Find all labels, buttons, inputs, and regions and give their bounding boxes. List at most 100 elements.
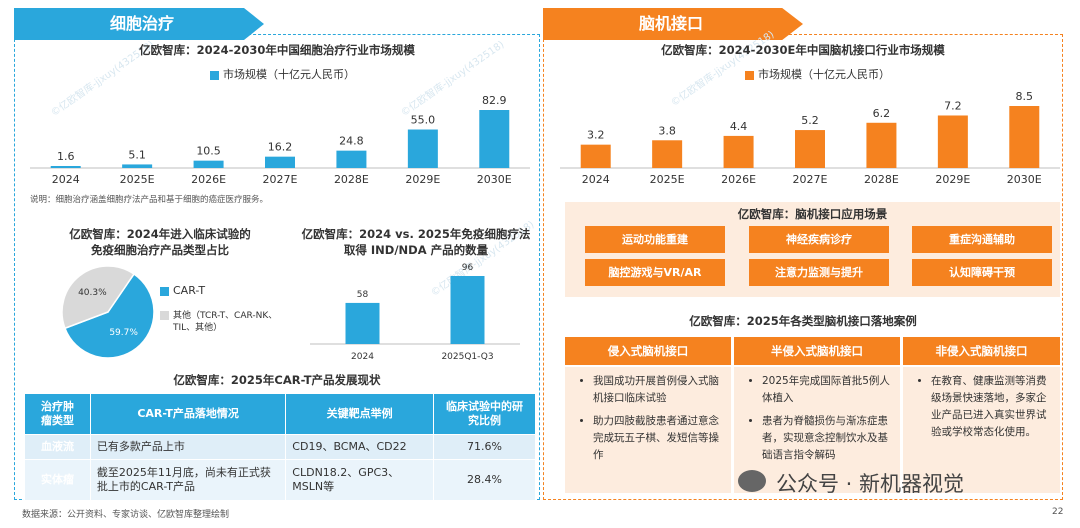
table-header: CAR-T产品落地情况 [89, 393, 287, 435]
wechat-account-label: 公众号 · 新机器视觉 [776, 472, 965, 496]
legend-label: CAR-T [173, 284, 206, 297]
x-tick-label: 2029E [935, 173, 970, 186]
bar [795, 130, 825, 168]
x-tick-label: 2026E [191, 173, 226, 186]
ind-title-line1: 亿欧智库：2024 vs. 2025年免疫细胞疗法 [301, 227, 531, 241]
scenario-item: 认知障碍干预 [912, 259, 1052, 286]
bar-value-label: 8.5 [1016, 90, 1033, 103]
page-number: 22 [1052, 507, 1064, 517]
case-column-semi-invasive: 2025年完成国际首批5例人体植入患者为脊髓损伤与渐冻症患者，实现意念控制饮水及… [734, 367, 900, 493]
bar-value-label: 6.2 [873, 107, 891, 120]
ind-title-line2: 取得 IND/NDA 产品的数量 [343, 243, 489, 257]
legend-swatch [745, 70, 754, 80]
bar-value-label: 10.5 [196, 145, 221, 158]
cart-status-table: 治疗肿瘤类型 CAR-T产品落地情况 关键靶点举例 临床试验中的研究比例 血液流… [24, 393, 536, 501]
list-item: 我国成功开展首例侵入式脑机接口临床试验 [593, 373, 723, 407]
scenario-item: 神经疾病诊疗 [749, 226, 889, 253]
legend-label: 其他（TCR-T、CAR-NK、 [173, 311, 278, 321]
bar-value-label: 16.2 [268, 141, 293, 154]
pie-slice-label: 59.7% [109, 328, 138, 338]
table-header: 治疗肿瘤类型 [24, 393, 91, 435]
bci-chart-title: 亿欧智库：2024-2030E年中国脑机接口行业市场规模 [661, 43, 945, 57]
x-tick-label: 2025E [120, 173, 155, 186]
x-tick-label: 2024 [52, 173, 80, 186]
x-tick-label: 2028E [864, 173, 899, 186]
pie-slice [61, 265, 136, 330]
list-item: 在教育、健康监测等消费级场景快速落地，多家企业产品已进入真实世界试验或学校常态化… [931, 373, 1052, 441]
bci-panel [543, 34, 1063, 500]
bar-value-label: 58 [357, 290, 369, 300]
bar [336, 150, 367, 168]
bar [193, 160, 224, 168]
x-tick-label: 2028E [334, 173, 369, 186]
bar-value-label: 82.9 [482, 94, 507, 107]
table-cell: 截至2025年11月底，尚未有正式获批上市的CAR-T产品 [89, 459, 287, 501]
cases-title: 亿欧智库：2025年各类型脑机接口落地案例 [689, 314, 917, 328]
scenario-title: 亿欧智库：脑机接口应用场景 [737, 207, 888, 221]
bar [50, 166, 81, 168]
bar-value-label: 5.2 [801, 114, 819, 127]
x-tick-label: 2030E [1007, 173, 1042, 186]
bar-value-label: 4.4 [730, 120, 748, 133]
scenario-item: 注意力监测与提升 [749, 259, 889, 286]
bci-market-bar-chart: 3.2 2024 3.8 2025E 4.4 2026E 5.2 2027E 6.2 2028E 7… [560, 90, 1060, 186]
cart-table-title: 亿欧智库：2025年CAR-T产品发展现状 [173, 373, 381, 387]
pie-title-line2: 免疫细胞治疗产品类型占比 [91, 243, 229, 257]
legend-swatch [210, 70, 219, 80]
legend-label: 市场规模（十亿元人民币） [223, 68, 355, 81]
table-cell: 实体瘤 [24, 459, 91, 501]
x-tick-label: 2024 [351, 352, 374, 362]
table-header-row: 治疗肿瘤类型 CAR-T产品落地情况 关键靶点举例 临床试验中的研究比例 [24, 393, 536, 435]
bar [937, 115, 968, 168]
scenario-item: 运动功能重建 [585, 226, 725, 253]
case-header-invasive: 侵入式脑机接口 [565, 337, 731, 365]
wechat-icon [738, 470, 766, 492]
immune-cell-pie-chart: 59.7% 40.3% [61, 265, 155, 359]
pie-legend-cart: CAR-T [160, 284, 205, 297]
scenario-item: 脑控游戏与VR/AR [585, 259, 725, 286]
table-cell: 71.6% [433, 434, 536, 460]
x-tick-label: 2025E [650, 173, 685, 186]
cell-chart-note: 说明：细胞治疗涵盖细胞疗法产品和基于细胞的癌症医疗服务。 [30, 195, 269, 205]
pie-legend-other: 其他（TCR-T、CAR-NK、 TIL、其他） [160, 310, 277, 334]
table-cell: 已有多款产品上市 [89, 434, 287, 460]
legend-label-cont: TIL、其他） [173, 323, 223, 333]
bar-value-label: 5.1 [128, 148, 146, 161]
ind-nda-bar-chart: 58 2024 96 2025Q1-Q3 [310, 263, 520, 362]
case-header-semi-invasive: 半侵入式脑机接口 [734, 337, 900, 365]
bar-value-label: 3.2 [587, 129, 605, 142]
bar-value-label: 3.8 [658, 124, 676, 137]
cell-market-bar-chart: 1.6 2024 5.1 2025E 10.5 2026E 16.2 2027E 24.8 202… [30, 94, 530, 186]
table-header: 临床试验中的研究比例 [433, 393, 536, 435]
bar [122, 164, 153, 168]
x-tick-label: 2029E [405, 173, 440, 186]
table-cell: CD19、BCMA、CD22 [285, 434, 435, 460]
pie-slice [64, 272, 155, 359]
bar [1009, 106, 1040, 168]
list-item: 患者为脊髓损伤与渐冻症患者，实现意念控制饮水及基础语言指令解码 [762, 413, 892, 464]
x-tick-label: 2024 [582, 173, 610, 186]
bar [265, 156, 295, 168]
cell-chart-legend: 市场规模（十亿元人民币） [210, 66, 355, 82]
cell-chart-title: 亿欧智库：2024-2030年中国细胞治疗行业市场规模 [139, 43, 415, 57]
bar [407, 129, 438, 168]
pie-slice-label: 40.3% [78, 288, 107, 298]
case-column-noninvasive: 在教育、健康监测等消费级场景快速落地，多家企业产品已进入真实世界试验或学校常态化… [903, 367, 1060, 493]
bar [479, 110, 510, 168]
pie-title-line1: 亿欧智库：2024年进入临床试验的 [69, 227, 251, 241]
bar-value-label: 7.2 [944, 99, 962, 112]
table-cell: 28.4% [433, 459, 536, 501]
bar [345, 302, 380, 344]
x-tick-label: 2025Q1-Q3 [441, 352, 493, 362]
legend-swatch [160, 286, 169, 296]
scenario-item: 重症沟通辅助 [912, 226, 1052, 253]
table-cell: 血液流 [24, 434, 91, 460]
case-column-invasive: 我国成功开展首例侵入式脑机接口临床试验助力四肢截肢患者通过意念完成玩五子棋、发短… [565, 367, 731, 493]
x-tick-label: 2030E [477, 173, 512, 186]
pie-chart-title: 亿欧智库：2024年进入临床试验的 免疫细胞治疗产品类型占比 [30, 226, 290, 258]
bar [866, 122, 897, 168]
bar-value-label: 1.6 [57, 150, 75, 163]
case-header-noninvasive: 非侵入式脑机接口 [903, 337, 1060, 365]
bar [450, 276, 485, 344]
data-source: 数据来源：公开资料、专家访谈、亿欧智库整理绘制 [22, 510, 230, 520]
